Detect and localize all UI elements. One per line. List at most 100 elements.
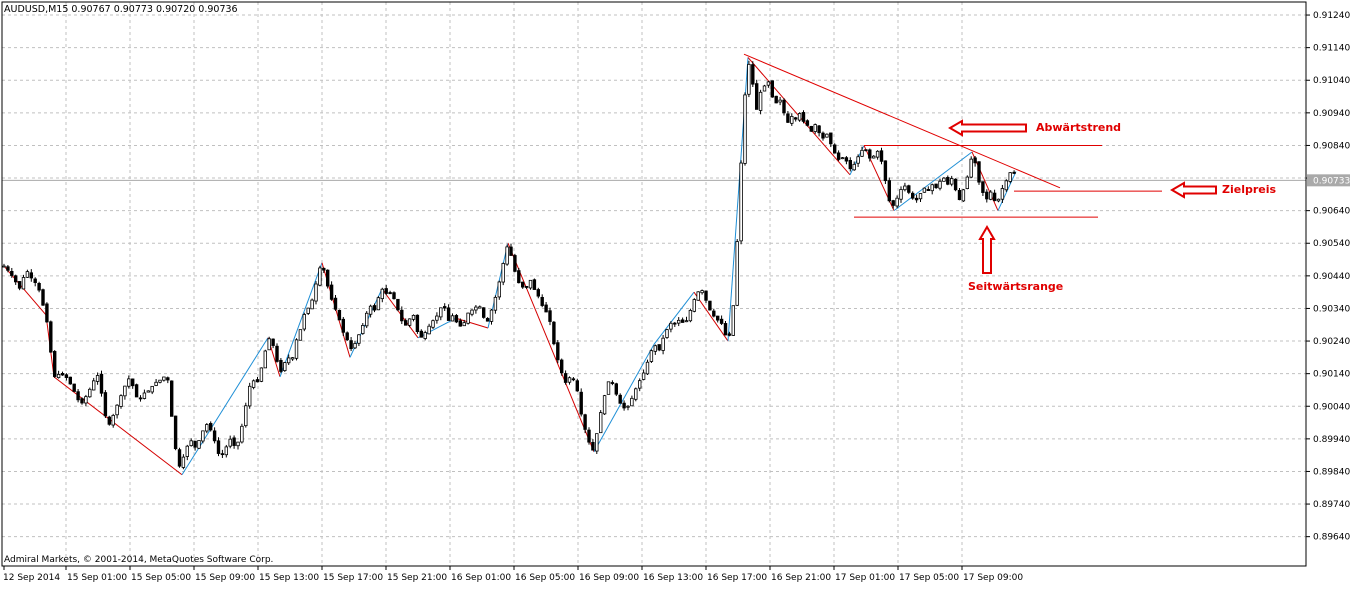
candle-body	[134, 384, 139, 398]
candle-body	[992, 192, 997, 201]
candle-body	[946, 177, 950, 185]
candle-body	[548, 310, 552, 322]
zigzag-up-segment	[893, 151, 973, 212]
candle-body	[587, 429, 591, 443]
candle-body	[103, 392, 108, 417]
candle-body	[423, 332, 427, 339]
candle-body	[918, 193, 923, 200]
candle-body	[778, 99, 782, 103]
candle-body	[653, 345, 657, 352]
candle-body	[290, 357, 295, 360]
candle-body	[364, 312, 369, 327]
candle-body	[56, 374, 61, 379]
candle-body	[329, 284, 334, 300]
candle-body	[142, 392, 147, 399]
candle-body	[591, 441, 595, 451]
candle-body	[985, 191, 989, 200]
candle-body	[130, 378, 135, 387]
candle-body	[45, 303, 49, 323]
candle-body	[216, 440, 221, 454]
candle-body	[439, 307, 443, 318]
candle-body	[692, 299, 696, 312]
candle-body	[72, 383, 76, 392]
candle-body	[302, 314, 306, 330]
candle-body	[286, 357, 291, 364]
candle-body	[536, 289, 540, 297]
candle-body	[493, 296, 498, 311]
x-tick-label: 12 Sep 2014	[3, 573, 60, 583]
candle-body	[844, 157, 849, 162]
candle-body	[119, 395, 123, 407]
candle-body	[794, 117, 798, 120]
candle-body	[279, 359, 283, 372]
candle-body	[185, 445, 189, 457]
candle-body	[466, 312, 470, 324]
candle-body	[177, 449, 182, 467]
downtrend-arrow-icon[interactable]	[948, 119, 1027, 137]
candle-body	[575, 380, 579, 392]
candle-body	[696, 291, 700, 301]
candle-body	[712, 310, 716, 317]
candle-body	[528, 279, 533, 289]
candle-body	[1008, 172, 1012, 182]
candle-body	[934, 183, 938, 189]
candle-body	[930, 184, 934, 192]
y-tick-label: 0.90040	[1313, 402, 1350, 412]
candle-body	[454, 315, 459, 323]
zigzag-up-segment	[997, 171, 1017, 211]
range-label: Seitwärtsrange	[968, 280, 1063, 293]
candle-body	[111, 414, 115, 426]
y-tick-label: 0.91040	[1313, 76, 1350, 86]
candle-body	[10, 271, 14, 276]
candle-body	[205, 424, 209, 432]
candle-body	[996, 198, 1001, 202]
x-tick-label: 17 Sep 05:00	[899, 573, 959, 583]
candle-body	[411, 314, 416, 320]
candle-body	[790, 116, 794, 124]
candle-body	[782, 99, 786, 114]
candle-body	[825, 133, 829, 138]
candle-body	[127, 378, 131, 387]
candle-body	[532, 279, 537, 290]
candle-body	[489, 309, 494, 322]
candle-body	[727, 333, 732, 336]
candle-body	[938, 180, 942, 189]
candle-body	[677, 319, 681, 324]
candle-body	[981, 181, 985, 193]
downtrend-label: Abwärtstrend	[1036, 121, 1121, 134]
candle-body	[275, 345, 279, 362]
candle-body	[961, 189, 966, 202]
y-tick-label: 0.90440	[1313, 272, 1350, 282]
downtrend-line[interactable]	[743, 53, 1061, 189]
candle-body	[626, 405, 630, 408]
candle-body	[49, 321, 53, 353]
candle-body	[907, 185, 911, 193]
candle-body	[969, 158, 973, 178]
y-tick-label: 0.89740	[1313, 500, 1350, 510]
candle-body	[973, 157, 977, 164]
candle-body	[817, 125, 821, 134]
candle-body	[314, 283, 318, 302]
candle-body	[911, 192, 915, 199]
candle-body	[560, 359, 564, 374]
x-tick-label: 17 Sep 09:00	[963, 573, 1023, 583]
candle-body	[392, 292, 396, 300]
candle-body	[723, 323, 728, 336]
candle-body	[64, 374, 69, 378]
candle-body	[403, 320, 408, 326]
candle-body	[661, 337, 665, 351]
range-arrow-icon[interactable]	[978, 225, 996, 274]
target-arrow-icon[interactable]	[1170, 181, 1217, 199]
candle-body	[544, 304, 548, 313]
candle-body	[868, 149, 872, 159]
y-tick-label: 0.90940	[1313, 109, 1350, 119]
candle-body	[704, 290, 708, 301]
candle-body	[388, 292, 392, 295]
candle-body	[903, 185, 907, 191]
candle-body	[797, 113, 802, 121]
candle-body	[376, 297, 381, 311]
zigzag-up-segment	[593, 344, 655, 453]
candle-body	[458, 320, 462, 327]
